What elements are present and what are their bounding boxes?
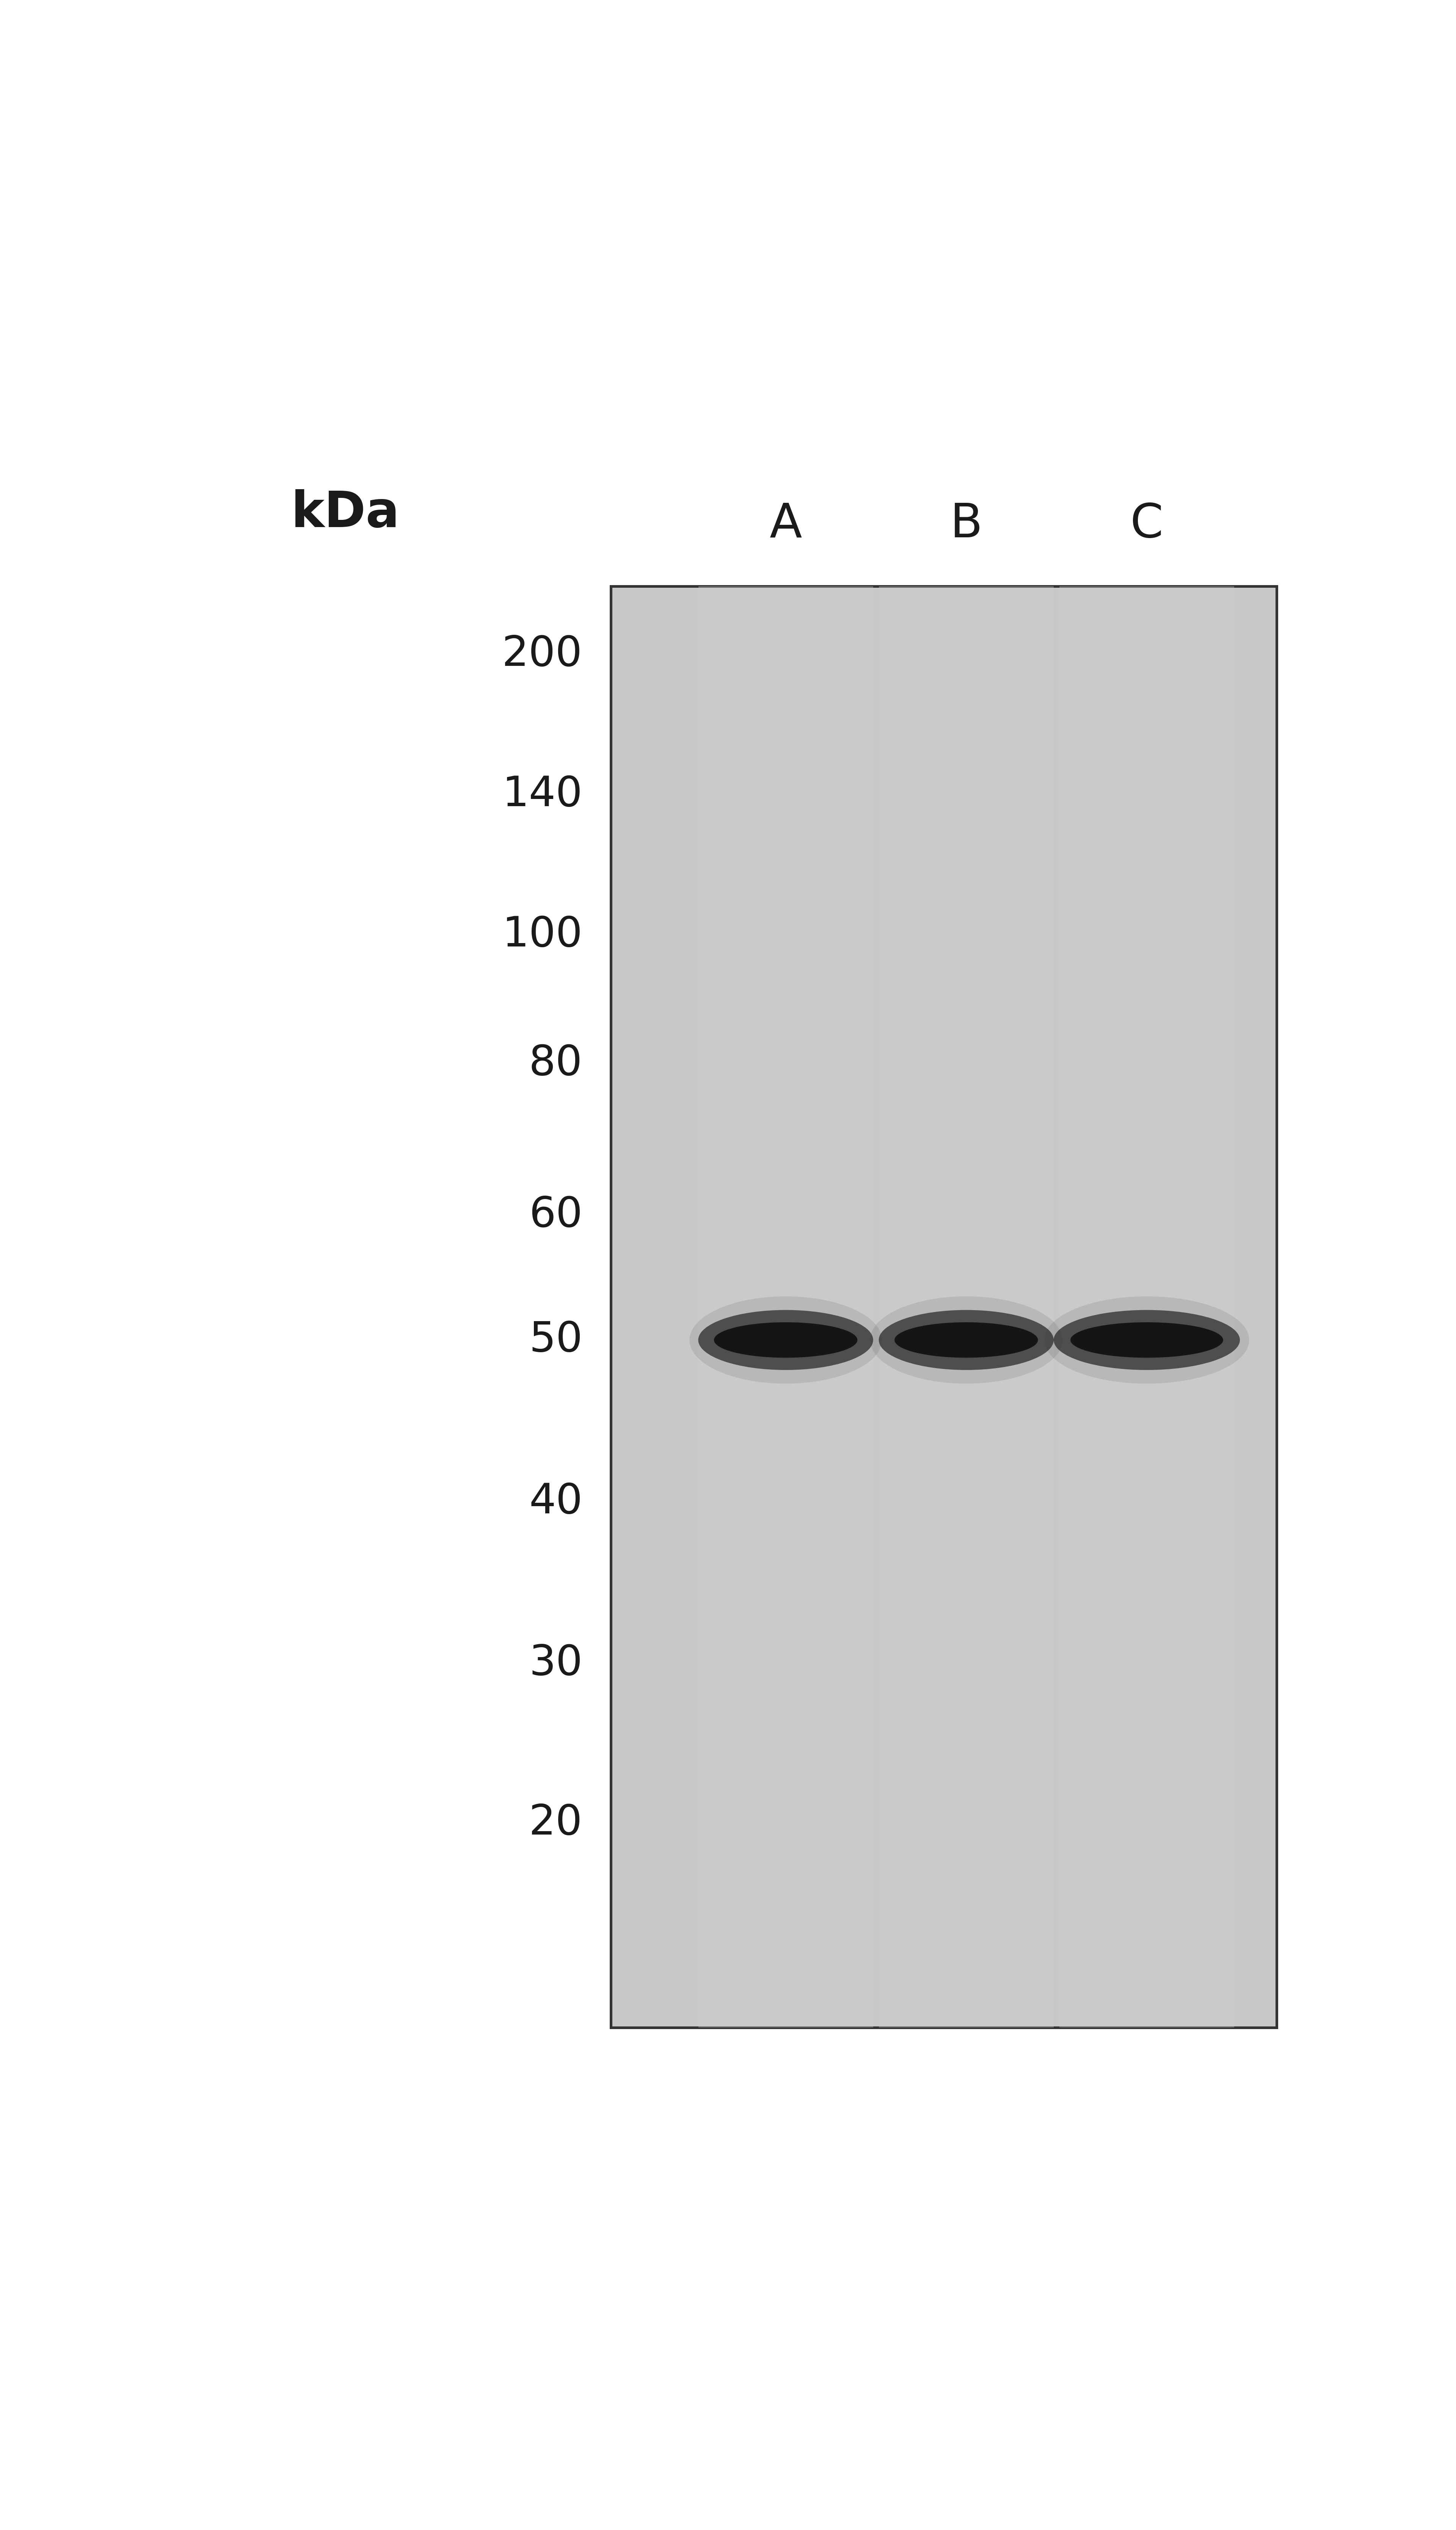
FancyBboxPatch shape — [879, 587, 1054, 2027]
FancyBboxPatch shape — [612, 587, 1277, 2027]
Ellipse shape — [1054, 1311, 1241, 1369]
Ellipse shape — [713, 1323, 858, 1359]
FancyBboxPatch shape — [699, 587, 874, 2027]
Text: 200: 200 — [502, 635, 582, 676]
Ellipse shape — [894, 1323, 1038, 1359]
Text: 20: 20 — [529, 1804, 582, 1844]
Text: 50: 50 — [529, 1321, 582, 1361]
Text: B: B — [949, 501, 983, 546]
Ellipse shape — [699, 1311, 874, 1369]
Text: 60: 60 — [529, 1194, 582, 1235]
Text: 80: 80 — [529, 1042, 582, 1083]
Ellipse shape — [1044, 1295, 1249, 1384]
Text: C: C — [1130, 501, 1163, 546]
Text: 140: 140 — [502, 774, 582, 815]
Text: A: A — [769, 501, 802, 546]
Text: 100: 100 — [502, 913, 582, 954]
Ellipse shape — [871, 1295, 1063, 1384]
FancyBboxPatch shape — [1060, 587, 1235, 2027]
Ellipse shape — [879, 1311, 1054, 1369]
Ellipse shape — [690, 1295, 882, 1384]
Text: 40: 40 — [529, 1483, 582, 1523]
Text: 30: 30 — [529, 1642, 582, 1682]
Ellipse shape — [1070, 1323, 1223, 1359]
Text: kDa: kDa — [291, 488, 400, 536]
